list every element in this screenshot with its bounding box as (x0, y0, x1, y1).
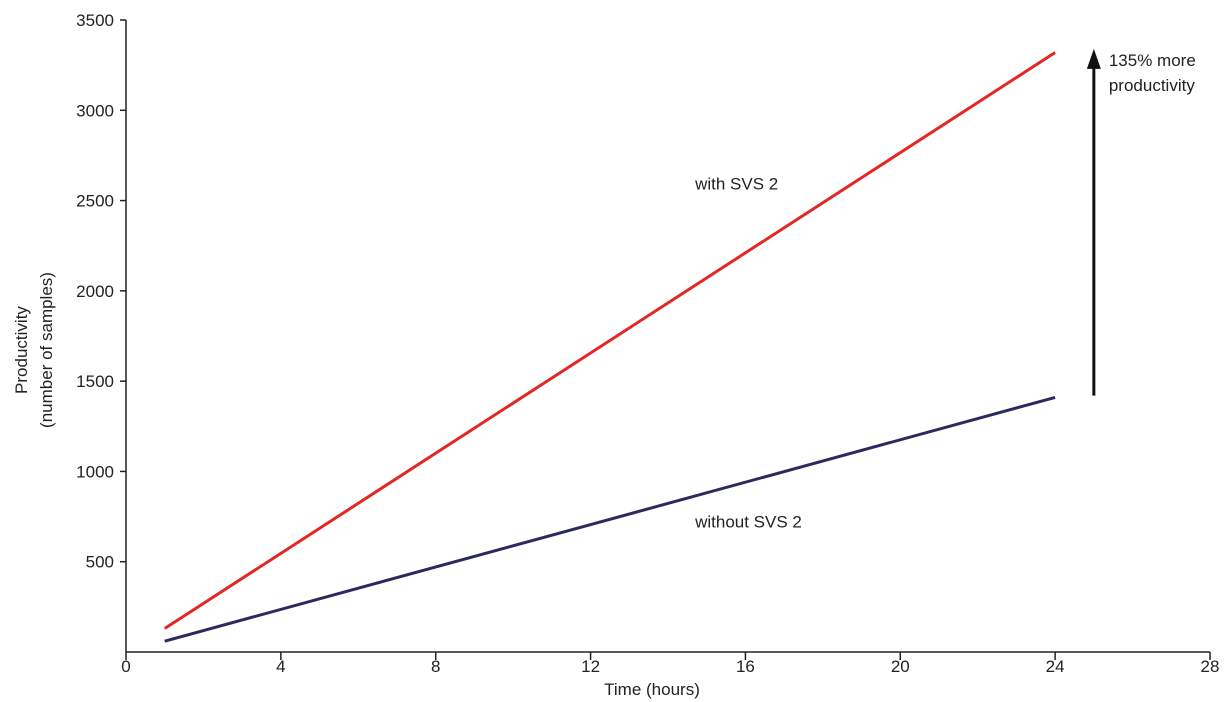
x-tick-label: 8 (431, 657, 440, 676)
series-lines (163, 51, 1056, 643)
productivity-annotation: 135% more productivity (1086, 48, 1196, 396)
series-label-with-svs2: with SVS 2 (694, 175, 778, 194)
y-axis-title: Productivity (number of samples) (12, 272, 56, 428)
x-tick-label: 0 (121, 657, 130, 676)
y-axis-title-line-1: Productivity (12, 306, 31, 394)
annotation-line-2: productivity (1109, 76, 1195, 95)
y-axis-title-line-2: (number of samples) (37, 272, 56, 428)
series-line-with-svs2 (163, 51, 1056, 630)
y-axis: 500 1000 1500 2000 2500 3000 3500 (76, 11, 126, 572)
x-axis-title: Time (hours) (604, 680, 700, 699)
x-tick-label: 12 (581, 657, 600, 676)
y-tick-label: 2500 (76, 192, 114, 211)
series-label-without-svs2: without SVS 2 (694, 512, 802, 531)
y-tick-label: 1000 (76, 462, 114, 481)
annotation-line-1: 135% more (1109, 51, 1196, 70)
x-tick-label: 16 (736, 657, 755, 676)
x-tick-label: 4 (276, 657, 285, 676)
x-axis: 0 4 8 12 16 20 24 28 (121, 652, 1219, 676)
y-tick-label: 3000 (76, 101, 114, 120)
y-tick-label: 500 (86, 553, 114, 572)
arrow-head-icon (1086, 48, 1101, 69)
x-tick-label: 24 (1046, 657, 1065, 676)
x-tick-label: 20 (891, 657, 910, 676)
series-line-without-svs2 (164, 395, 1056, 643)
y-tick-label: 3500 (76, 11, 114, 30)
y-tick-label: 2000 (76, 282, 114, 301)
y-tick-label: 1500 (76, 372, 114, 391)
x-tick-label: 28 (1201, 657, 1220, 676)
